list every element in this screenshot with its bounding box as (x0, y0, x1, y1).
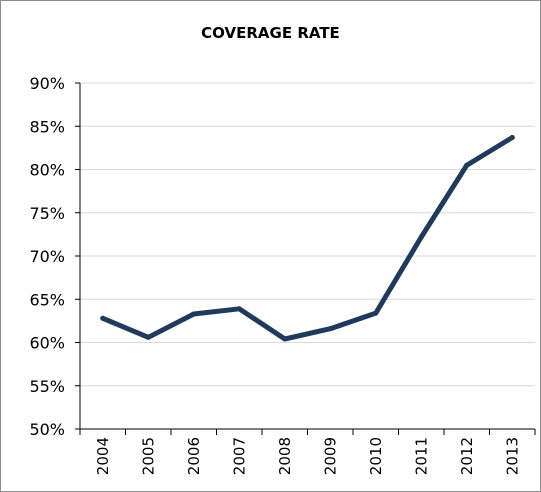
data-point (282, 336, 288, 342)
x-tick-label: 2008 (276, 437, 294, 475)
series-line (100, 135, 515, 342)
y-tick-label: 65% (29, 290, 65, 309)
x-tick-label: 2006 (185, 437, 203, 475)
data-point (373, 310, 379, 316)
data-point (236, 306, 242, 312)
axes (75, 82, 536, 435)
chart-title: COVERAGE RATE (201, 24, 340, 42)
x-tick-label: 2005 (139, 437, 157, 475)
x-tick-label: 2007 (230, 437, 248, 475)
y-tick-label: 75% (29, 204, 65, 223)
series (100, 134, 515, 342)
y-tick-label: 50% (29, 420, 65, 439)
data-point (509, 134, 515, 140)
data-point (145, 334, 151, 340)
y-tick-label: 60% (29, 334, 65, 353)
x-tick-label: 2010 (367, 437, 385, 475)
y-tick-label: 70% (29, 247, 65, 266)
x-tick-label: 2009 (321, 437, 339, 475)
y-tick-label: 80% (29, 161, 65, 180)
data-point (327, 326, 333, 332)
x-tick-label: 2004 (94, 437, 112, 475)
x-tick-labels: 2004 2005 2006 2007 2008 2009 2010 2011 2012 2013 (94, 437, 522, 475)
y-tick-label: 90% (29, 74, 65, 93)
gridlines (80, 82, 535, 387)
data-point (191, 311, 197, 317)
data-point (100, 315, 106, 321)
x-tick-label: 2011 (412, 437, 430, 475)
y-tick-label: 85% (29, 117, 65, 136)
y-tick-label: 55% (29, 377, 65, 396)
data-point (418, 234, 424, 240)
data-point (464, 162, 470, 168)
y-tick-labels: 50% 55% 60% 65% 70% 75% 80% 85% 90% (29, 74, 65, 439)
x-tick-label: 2012 (458, 437, 476, 475)
x-tick-label: 2013 (503, 437, 521, 475)
